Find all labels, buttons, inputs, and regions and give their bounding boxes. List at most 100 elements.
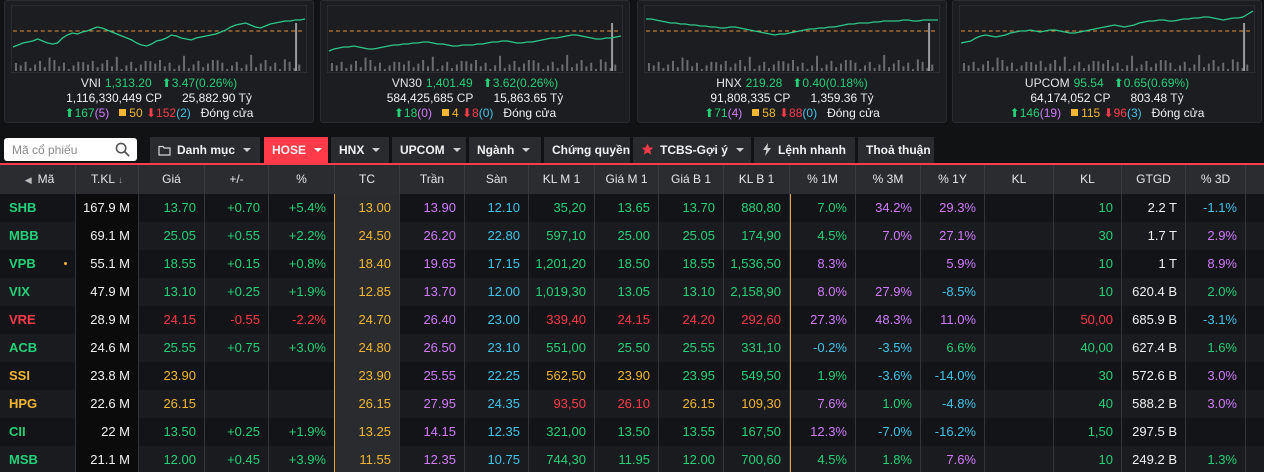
sort-down-icon[interactable]: ↓ <box>118 175 123 186</box>
table-row[interactable]: VIX 47.9 M 13.10 +0.25 +1.9% 12.85 13.70 12.00 1… <box>0 278 1264 306</box>
change-cell: +0.25 <box>205 418 269 446</box>
index-change-pct: (0.18%) <box>825 76 868 90</box>
symbol-cell[interactable]: SSI <box>0 362 76 390</box>
symbol-cell[interactable]: VIX <box>0 278 76 306</box>
tab-l-nh-nhanh[interactable]: Lệnh nhanh <box>754 137 855 163</box>
column-header[interactable]: KL <box>1054 165 1122 194</box>
turnover-cell: 249.2 B <box>1122 446 1186 472</box>
index-card-upcom[interactable]: UPCOM 95.54 ⬆0.65(0.69%) 64,174,052 CP 803.4… <box>952 0 1262 123</box>
table-row[interactable]: VRE 28.9 M 24.15 -0.55 -2.2% 24.70 26.40 23.00 3… <box>0 306 1264 334</box>
turnover-cell: 1.7 T <box>1122 222 1186 250</box>
toolbar: Danh mục HOSE HNX UPCOM Ngành Chứng quyền TCBS… <box>0 137 1264 163</box>
column-header[interactable]: Trần <box>400 165 465 194</box>
bid-volume-1-cell: 1,019,30 <box>529 278 595 306</box>
ask-price-1-cell: 23.95 <box>659 362 724 390</box>
column-header[interactable]: % <box>269 165 335 194</box>
search-icon[interactable] <box>115 142 130 157</box>
symbol-cell[interactable]: VPB <box>0 250 76 278</box>
total-volume-cell: 69.1 M <box>76 222 139 250</box>
change-cell: -0.55 <box>205 306 269 334</box>
column-header-label: Mã <box>37 172 55 186</box>
tab-upcom[interactable]: UPCOM <box>392 137 466 163</box>
column-header[interactable]: KL B 1 <box>724 165 790 194</box>
column-header[interactable]: % 3D <box>1186 165 1246 194</box>
price-cell: 23.90 <box>139 362 205 390</box>
column-header-label: KL <box>1080 172 1095 186</box>
pct-1y-cell: 29.3% <box>921 194 985 222</box>
column-header[interactable]: ◀ Mã <box>0 165 76 194</box>
symbol-cell[interactable]: HPG <box>0 390 76 418</box>
tab-tho-thu-n[interactable]: Thoả thuận <box>858 137 934 163</box>
table-row[interactable]: VPB 55.1 M 18.55 +0.15 +0.8% 18.40 19.65 17.15 1… <box>0 250 1264 278</box>
pct-3d-cell <box>1186 418 1246 446</box>
table-row[interactable]: ACB 24.6 M 25.55 +0.75 +3.0% 24.80 26.50 23.10 5… <box>0 334 1264 362</box>
down-arrow-icon: ⬇ <box>461 106 473 120</box>
tab-danh-m-c[interactable]: Danh mục <box>150 137 260 163</box>
table-row[interactable]: CII 22 M 13.50 +0.25 +1.9% 13.25 14.15 12.35 321… <box>0 418 1264 446</box>
table-row[interactable]: MBB 69.1 M 25.05 +0.55 +2.2% 24.50 26.20 22.80 5… <box>0 222 1264 250</box>
pct-3m-cell: 1.0% <box>856 390 921 418</box>
symbol-cell[interactable]: ACB <box>0 334 76 362</box>
tab-label: TCBS-Gợi ý <box>660 143 728 157</box>
search-input[interactable] <box>4 138 109 161</box>
tab-label: Chứng quyền <box>552 143 631 157</box>
column-header-label: T.KL <box>90 172 115 186</box>
search-box[interactable] <box>4 138 137 161</box>
column-header-label: KL B 1 <box>738 172 775 186</box>
price-cell: 12.00 <box>139 446 205 472</box>
symbol-cell[interactable]: SHB <box>0 194 76 222</box>
index-card-hnx[interactable]: HNX 219.28 ⬆0.40(0.18%) 91,808,335 CP 1,359.… <box>637 0 947 123</box>
column-header[interactable]: +/- <box>205 165 269 194</box>
symbol-cell[interactable]: MBB <box>0 222 76 250</box>
tab-hnx[interactable]: HNX <box>331 137 389 163</box>
ceiling-price-cell: 12.35 <box>400 446 465 472</box>
symbol-cell[interactable]: CII <box>0 418 76 446</box>
index-change-pct: (0.26%) <box>516 76 559 90</box>
pct-3m-cell: -7.0% <box>856 418 921 446</box>
down-arrow-icon: ⬇ <box>1103 106 1114 120</box>
index-change: 3.47 <box>171 76 196 90</box>
column-header[interactable]: KL <box>985 165 1054 194</box>
bid-price-1-cell: 26.10 <box>595 390 659 418</box>
index-turnover-unit: Tỷ <box>238 91 252 105</box>
market-status: Đóng cửa <box>827 106 880 120</box>
column-header[interactable]: GTGD <box>1122 165 1186 194</box>
pct-1m-cell: 7.0% <box>790 194 856 222</box>
column-header[interactable]: Sàn <box>465 165 529 194</box>
table-row[interactable]: SHB 167.9 M 13.70 +0.70 +5.4% 13.00 13.90 12.10… <box>0 194 1264 222</box>
column-header[interactable]: Giá M 1 <box>595 165 659 194</box>
chevron-down-icon <box>452 148 461 152</box>
column-header[interactable]: % 1Y <box>921 165 985 194</box>
tab-ng-nh[interactable]: Ngành <box>469 137 541 163</box>
bid-volume-1-cell: 744,30 <box>529 446 595 472</box>
table-row[interactable]: HPG 22.6 M 26.15 26.15 27.95 24.35 93,50 26.10 2… <box>0 390 1264 418</box>
floor-count: (0) <box>802 106 818 120</box>
tab-ch-ng-quy-n[interactable]: Chứng quyền <box>544 137 630 163</box>
index-value: 219.28 <box>745 76 783 90</box>
column-header[interactable]: TC <box>335 165 400 194</box>
decliners-count: 8 <box>472 106 479 120</box>
tab-hose[interactable]: HOSE <box>264 137 328 163</box>
pct-3d-cell: 3.0% <box>1186 362 1246 390</box>
column-header[interactable]: % 1M <box>790 165 856 194</box>
column-header[interactable]: KL M 1 <box>529 165 595 194</box>
index-card-vn30[interactable]: VN30 1,401.49 ⬆3.62(0.26%) 584,425,685 CP 15… <box>320 0 630 123</box>
index-sparkline <box>11 5 307 73</box>
symbol-cell[interactable]: MSB <box>0 446 76 472</box>
column-header[interactable]: Giá <box>139 165 205 194</box>
column-header[interactable]: Giá B 1 <box>659 165 724 194</box>
column-header[interactable]: T.KL ↓ <box>76 165 139 194</box>
pct-1m-cell: -0.2% <box>790 334 856 362</box>
index-volume-line: 584,425,685 CP 15,863.65 Tỷ <box>321 91 629 105</box>
tab-tcbs-g-i-[interactable]: TCBS-Gợi ý <box>633 137 751 163</box>
floor-price-cell: 24.35 <box>465 390 529 418</box>
volume-a-cell <box>985 334 1054 362</box>
symbol-cell[interactable]: VRE <box>0 306 76 334</box>
pct-3d-cell: 2.9% <box>1186 222 1246 250</box>
expand-arrow-icon[interactable]: ◀ <box>24 175 32 185</box>
table-row[interactable]: SSI 23.8 M 23.90 23.90 25.55 22.25 562,50 23.90… <box>0 362 1264 390</box>
index-card-vni[interactable]: VNI 1,313.20 ⬆3.47(0.26%) 1,116,330,449 CP 2… <box>4 0 314 123</box>
column-header[interactable]: % 3M <box>856 165 921 194</box>
table-row[interactable]: MSB 21.1 M 12.00 +0.45 +3.9% 11.55 12.35 10.75 7… <box>0 446 1264 472</box>
ask-price-1-cell: 24.20 <box>659 306 724 334</box>
